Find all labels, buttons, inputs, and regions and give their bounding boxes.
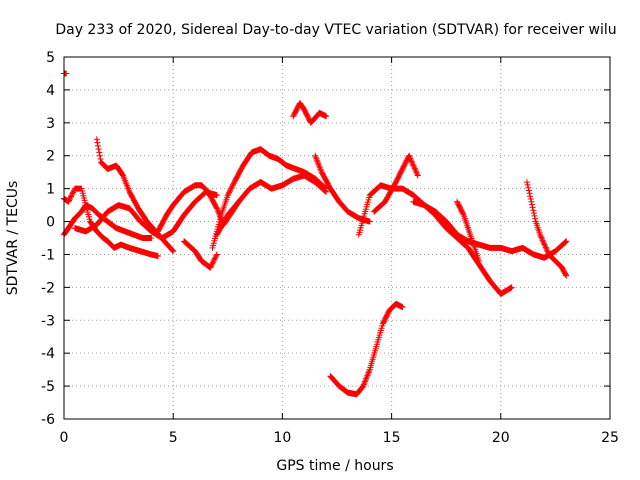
y-tick-label: -2 [41,280,55,296]
series-track-n [371,152,421,215]
grid-lines [64,57,610,419]
x-axis-title: GPS time / hours [276,458,393,474]
series-track-r [454,198,482,264]
plot-frame [63,56,611,420]
x-tick-label: 15 [383,430,401,446]
y-axis-title: SDTVAR / TECUs [5,181,21,296]
series-track-e [71,188,220,241]
data-points [61,70,570,398]
x-tick-label: 0 [60,430,69,446]
series-track-a [61,70,70,77]
y-tick-label: 2 [46,149,55,165]
x-tick-label: 25 [601,430,619,446]
x-tick-label: 20 [492,430,510,446]
x-tick-labels: 0 5 10 15 20 25 [60,430,619,446]
series-track-o [410,198,515,297]
series-track-k [312,152,373,225]
series-track-g [181,238,220,271]
y-tick-label: -1 [41,247,55,263]
series-track-i [213,172,330,238]
x-tick-label: 10 [273,430,291,446]
y-tick-label: -5 [41,379,55,395]
y-tick-label: 5 [46,50,55,66]
y-tick-label: 3 [46,116,55,132]
y-tick-label: 1 [46,182,55,198]
y-tick-label: 0 [46,215,55,231]
y-tick-label: -6 [41,412,55,428]
x-tick-label: 5 [169,430,178,446]
axis-ticks [63,56,611,420]
y-tick-label: -3 [41,313,55,329]
y-tick-label: -4 [41,346,55,362]
series-track-p [432,208,570,261]
series-track-l [327,300,406,398]
y-tick-labels: -6 -5 -4 -3 -2 -1 0 1 2 3 4 5 [41,50,55,428]
series-track-q [524,179,570,279]
chart-title: Day 233 of 2020, Sidereal Day-to-day VTE… [55,22,616,38]
series-track-h [209,146,330,251]
series-track-j [290,100,330,126]
y-tick-label: 4 [46,83,55,99]
